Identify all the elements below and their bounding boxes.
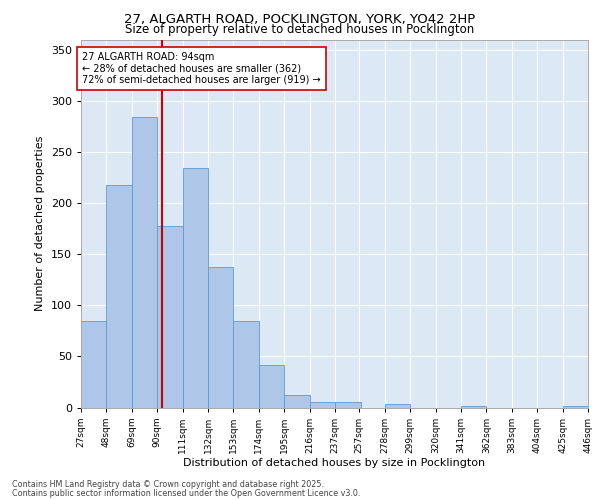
Bar	[335, 402, 361, 407]
Bar	[233, 320, 259, 408]
Y-axis label: Number of detached properties: Number of detached properties	[35, 136, 45, 312]
Bar	[182, 168, 208, 408]
Bar	[106, 185, 132, 408]
Bar	[563, 406, 588, 408]
Bar	[81, 320, 106, 408]
Text: Contains HM Land Registry data © Crown copyright and database right 2025.: Contains HM Land Registry data © Crown c…	[12, 480, 324, 489]
Bar	[385, 404, 410, 407]
Bar	[259, 364, 284, 408]
Bar	[208, 266, 233, 408]
Bar	[461, 406, 487, 408]
Bar	[284, 395, 310, 407]
Text: Size of property relative to detached houses in Pocklington: Size of property relative to detached ho…	[125, 22, 475, 36]
Bar	[132, 116, 157, 408]
Text: 27 ALGARTH ROAD: 94sqm
← 28% of detached houses are smaller (362)
72% of semi-de: 27 ALGARTH ROAD: 94sqm ← 28% of detached…	[82, 52, 321, 86]
Bar	[310, 402, 335, 407]
Text: Contains public sector information licensed under the Open Government Licence v3: Contains public sector information licen…	[12, 488, 361, 498]
Bar	[157, 226, 182, 408]
X-axis label: Distribution of detached houses by size in Pocklington: Distribution of detached houses by size …	[184, 458, 485, 468]
Text: 27, ALGARTH ROAD, POCKLINGTON, YORK, YO42 2HP: 27, ALGARTH ROAD, POCKLINGTON, YORK, YO4…	[124, 12, 476, 26]
